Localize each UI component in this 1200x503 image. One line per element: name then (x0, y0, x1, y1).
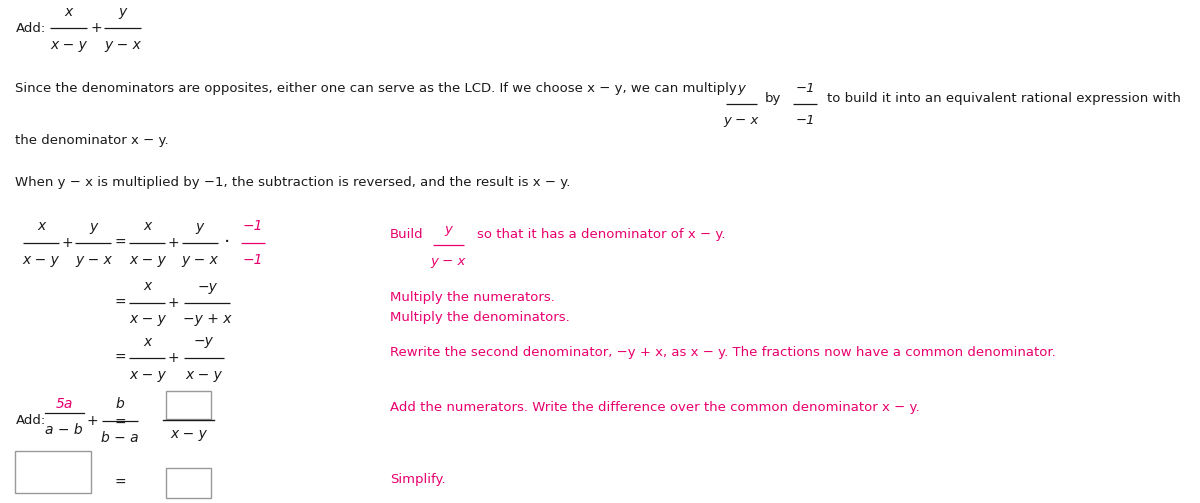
Text: +: + (167, 296, 179, 310)
Text: 5a: 5a (55, 397, 73, 411)
Text: y: y (119, 5, 127, 19)
Text: −1: −1 (796, 114, 815, 126)
FancyBboxPatch shape (167, 391, 211, 419)
Text: Simplify.: Simplify. (390, 473, 445, 486)
Text: x − y: x − y (170, 427, 206, 441)
Text: x − y: x − y (186, 368, 222, 381)
Text: y − x: y − x (74, 253, 112, 267)
Text: y: y (89, 219, 97, 233)
Text: to build it into an equivalent rational expression with: to build it into an equivalent rational … (827, 92, 1181, 105)
Text: +: + (90, 21, 102, 35)
Text: Multiply the denominators.: Multiply the denominators. (390, 311, 570, 324)
Text: b: b (115, 397, 125, 411)
Text: y − x: y − x (181, 253, 218, 267)
Text: When y − x is multiplied by −1, the subtraction is reversed, and the result is x: When y − x is multiplied by −1, the subt… (16, 176, 571, 189)
Text: Rewrite the second denominator, −y + x, as x − y. The fractions now have a commo: Rewrite the second denominator, −y + x, … (390, 346, 1056, 359)
Text: x: x (143, 334, 151, 349)
Text: =: = (114, 236, 126, 250)
Text: =: = (114, 296, 126, 310)
Text: x − y: x − y (23, 253, 60, 267)
Text: Add:: Add: (16, 414, 46, 428)
Text: =: = (114, 476, 126, 490)
Text: Multiply the numerators.: Multiply the numerators. (390, 291, 554, 304)
Text: −y + x: −y + x (184, 312, 232, 326)
Text: +: + (61, 236, 73, 250)
Text: x − y: x − y (50, 38, 86, 51)
Text: =: = (114, 416, 126, 430)
Text: y: y (737, 81, 745, 95)
Text: x: x (143, 219, 151, 233)
Text: a − b: a − b (46, 423, 83, 437)
Text: −y: −y (198, 280, 217, 293)
Text: x − y: x − y (128, 312, 166, 326)
Text: −1: −1 (796, 81, 815, 95)
Text: +: + (167, 236, 179, 250)
Text: x: x (37, 219, 46, 233)
Text: y: y (444, 222, 452, 235)
Text: −1: −1 (242, 219, 263, 233)
Text: x: x (143, 280, 151, 293)
Text: −1: −1 (242, 253, 263, 267)
Text: ·: · (224, 233, 230, 253)
Text: y: y (196, 219, 204, 233)
Text: Add the numerators. Write the difference over the common denominator x − y.: Add the numerators. Write the difference… (390, 401, 919, 414)
Text: x − y: x − y (128, 368, 166, 381)
Text: =: = (114, 351, 126, 365)
Text: so that it has a denominator of x − y.: so that it has a denominator of x − y. (478, 228, 726, 241)
Text: x − y: x − y (128, 253, 166, 267)
Text: b − a: b − a (101, 431, 139, 445)
Text: x: x (65, 5, 73, 19)
Text: by: by (766, 92, 781, 105)
Text: y − x: y − x (724, 114, 758, 126)
Text: y − x: y − x (431, 255, 466, 268)
Text: Since the denominators are opposites, either one can serve as the LCD. If we cho: Since the denominators are opposites, ei… (16, 82, 737, 95)
FancyBboxPatch shape (16, 451, 91, 493)
Text: +: + (86, 414, 98, 428)
Text: +: + (167, 351, 179, 365)
Text: Build: Build (390, 228, 424, 241)
Text: Add:: Add: (16, 22, 46, 35)
Text: −y: −y (194, 334, 214, 349)
Text: the denominator x − y.: the denominator x − y. (16, 134, 169, 147)
Text: y − x: y − x (104, 38, 140, 51)
FancyBboxPatch shape (167, 468, 211, 498)
